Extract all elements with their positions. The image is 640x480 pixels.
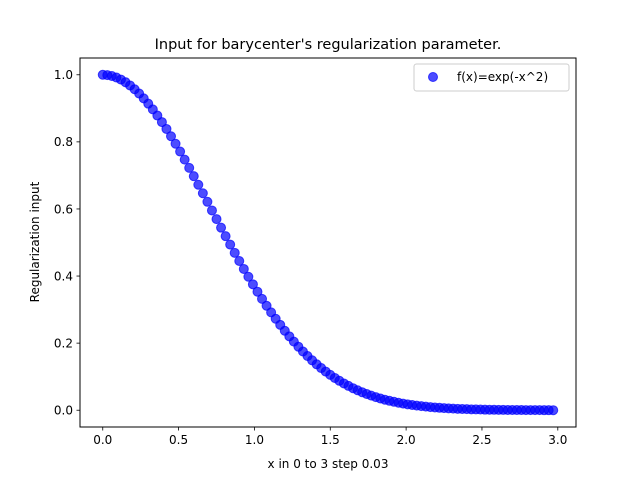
x-tick-label: 1.5 — [321, 433, 340, 447]
data-point — [238, 263, 249, 274]
data-point — [206, 205, 217, 216]
y-axis-label: Regularization input — [28, 181, 42, 302]
legend: f(x)=exp(-x^2) — [413, 63, 570, 92]
data-point — [170, 138, 181, 149]
y-tick-label: 0.6 — [54, 202, 73, 216]
data-point — [548, 405, 559, 416]
data-point — [197, 188, 208, 199]
x-axis: 0.0 0.5 1.0 1.5 2.0 2.5 3.0 — [93, 427, 567, 447]
data-point — [184, 162, 195, 173]
scatter-points — [97, 69, 559, 416]
x-tick-label: 3.0 — [548, 433, 567, 447]
data-point — [243, 271, 254, 282]
legend-marker — [428, 72, 438, 82]
data-point — [193, 179, 204, 190]
data-point — [257, 293, 268, 304]
chart-title: Input for barycenter's regularization pa… — [155, 37, 502, 53]
y-tick-label: 1.0 — [54, 68, 73, 82]
data-point — [166, 131, 177, 142]
y-tick-label: 0.2 — [54, 336, 73, 350]
data-point — [188, 171, 199, 182]
data-point — [216, 222, 227, 233]
legend-box — [413, 63, 570, 92]
data-point — [175, 146, 186, 157]
y-tick-label: 0.0 — [54, 404, 73, 418]
data-point — [161, 123, 172, 134]
y-tick-label: 0.8 — [54, 135, 73, 149]
y-tick-label: 0.4 — [54, 269, 73, 283]
data-point — [234, 255, 245, 266]
data-point — [220, 231, 231, 242]
x-tick-label: 2.5 — [472, 433, 491, 447]
y-axis: 0.0 0.2 0.4 0.6 0.8 1.0 — [54, 68, 80, 418]
legend-label: f(x)=exp(-x^2) — [457, 70, 548, 84]
x-tick-label: 0.0 — [93, 433, 112, 447]
data-point — [229, 247, 240, 258]
data-point — [247, 279, 258, 290]
x-axis-label: x in 0 to 3 step 0.03 — [268, 457, 389, 471]
data-point — [252, 286, 263, 297]
plot-frame — [79, 57, 577, 428]
x-tick-label: 1.0 — [245, 433, 264, 447]
x-tick-label: 0.5 — [169, 433, 188, 447]
data-point — [211, 214, 222, 225]
data-point — [225, 239, 236, 250]
x-tick-label: 2.0 — [397, 433, 416, 447]
data-point — [179, 154, 190, 165]
data-point — [202, 196, 213, 207]
data-point — [156, 117, 167, 128]
